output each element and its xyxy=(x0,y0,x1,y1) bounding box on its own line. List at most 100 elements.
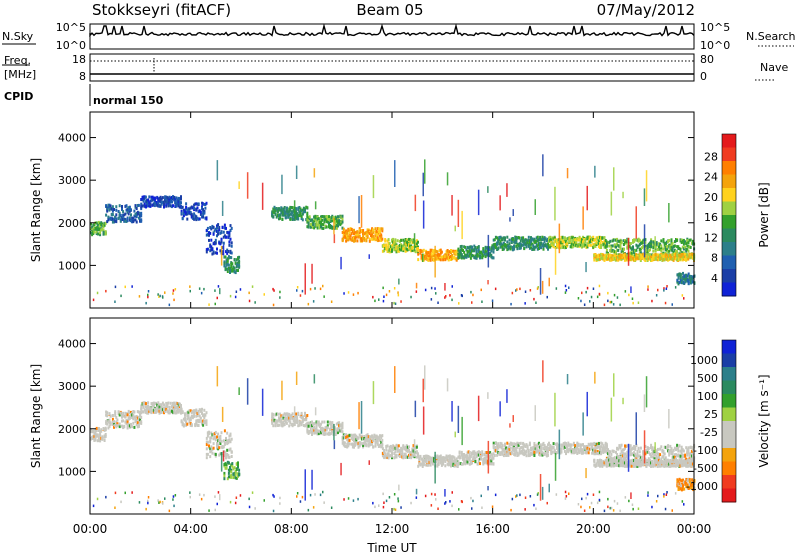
velocity-cell xyxy=(131,425,133,428)
power-streak xyxy=(315,201,317,209)
power-cell xyxy=(322,227,324,230)
velocity-cell xyxy=(297,413,299,416)
power-y-tick-label: 3000 xyxy=(58,174,86,187)
power-cell xyxy=(135,204,137,207)
power-ground-cell xyxy=(382,287,384,290)
power-cell xyxy=(427,251,429,254)
power-cell xyxy=(323,215,325,218)
power-streak xyxy=(585,262,587,272)
power-cell xyxy=(442,258,444,261)
velocity-cell xyxy=(387,444,389,447)
power-cell xyxy=(311,218,313,221)
power-ground-cell xyxy=(666,285,668,288)
velocity-cell xyxy=(504,443,506,446)
power-ground-cell xyxy=(580,300,582,303)
power-cell xyxy=(126,204,128,207)
power-cell xyxy=(509,239,511,242)
velocity-cell xyxy=(301,412,303,415)
power-cell xyxy=(281,218,283,221)
power-cell xyxy=(349,231,351,234)
power-cell xyxy=(127,219,129,222)
power-cell xyxy=(506,240,508,243)
velocity-cell xyxy=(494,454,496,457)
velocity-cell xyxy=(349,442,351,445)
velocity-cell xyxy=(396,454,398,457)
velocity-cell xyxy=(122,419,124,422)
power-ground-cell xyxy=(272,288,274,291)
power-ground-cell xyxy=(169,304,171,307)
power-ground-cell xyxy=(617,296,619,299)
power-ground-cell xyxy=(189,285,191,288)
velocity-cell xyxy=(533,451,535,454)
velocity-cell xyxy=(371,443,373,446)
power-cell xyxy=(490,250,492,253)
power-cell xyxy=(228,264,230,267)
power-cell xyxy=(356,230,358,233)
power-ground-cell xyxy=(628,294,630,297)
power-cell xyxy=(684,253,686,256)
velocity-cell xyxy=(207,453,209,456)
power-cell xyxy=(99,231,101,234)
nsearch-tick-top: 10^5 xyxy=(700,21,730,34)
power-cell xyxy=(584,240,586,243)
velocity-cell xyxy=(140,422,142,425)
velocity-cell xyxy=(372,439,374,442)
velocity-cell xyxy=(344,442,346,445)
velocity-cell xyxy=(442,463,444,466)
power-ground-cell xyxy=(472,294,474,297)
power-cell xyxy=(210,239,212,242)
power-ground-cell xyxy=(565,291,567,294)
power-streak xyxy=(415,195,417,211)
power-streak xyxy=(613,167,615,190)
power-ground-cell xyxy=(675,286,677,289)
power-ground-cell xyxy=(647,288,649,291)
velocity-cell xyxy=(123,425,125,428)
power-colorbar-tick: 28 xyxy=(704,150,718,163)
power-streak xyxy=(555,247,557,275)
velocity-cell xyxy=(213,442,215,445)
velocity-cell xyxy=(154,408,156,411)
power-cell xyxy=(391,248,393,251)
velocity-cell xyxy=(209,440,211,443)
velocity-cell xyxy=(540,447,542,450)
power-cell xyxy=(528,236,530,239)
power-streak xyxy=(451,195,453,216)
power-cell xyxy=(119,204,121,207)
power-colorbar-swatch xyxy=(722,269,736,283)
power-ground-cell xyxy=(147,296,149,299)
power-cell xyxy=(461,245,463,248)
velocity-cell xyxy=(230,470,232,473)
power-ground-cell xyxy=(481,301,483,304)
power-streak xyxy=(296,166,298,179)
power-cell xyxy=(197,206,199,209)
power-cell xyxy=(417,249,419,252)
velocity-cell xyxy=(105,433,107,436)
velocity-cell xyxy=(200,417,202,420)
power-streak xyxy=(488,235,490,268)
power-cell xyxy=(660,249,662,252)
velocity-cell xyxy=(122,412,124,415)
power-colorbar-tick: 12 xyxy=(704,231,718,244)
power-ground-cell xyxy=(657,289,659,292)
velocity-cell xyxy=(444,464,446,467)
power-cell xyxy=(394,238,396,241)
power-ground-cell xyxy=(589,300,591,303)
power-ground-cell xyxy=(173,299,175,302)
velocity-cell xyxy=(296,419,298,422)
velocity-cell xyxy=(221,431,223,434)
power-ground-cell xyxy=(470,291,472,294)
power-cell xyxy=(234,267,236,270)
power-ground-cell xyxy=(374,300,376,303)
velocity-cell xyxy=(231,465,233,468)
velocity-cell xyxy=(110,421,112,424)
velocity-cell xyxy=(118,410,120,413)
power-streak xyxy=(340,257,342,269)
power-ground-cell xyxy=(322,285,324,288)
power-ground-cell xyxy=(435,292,437,295)
velocity-cell xyxy=(401,448,403,451)
velocity-cell xyxy=(394,450,396,453)
power-cell xyxy=(634,239,636,242)
power-ground-cell xyxy=(248,292,250,295)
power-ground-cell xyxy=(462,295,464,298)
power-cell xyxy=(680,276,682,279)
